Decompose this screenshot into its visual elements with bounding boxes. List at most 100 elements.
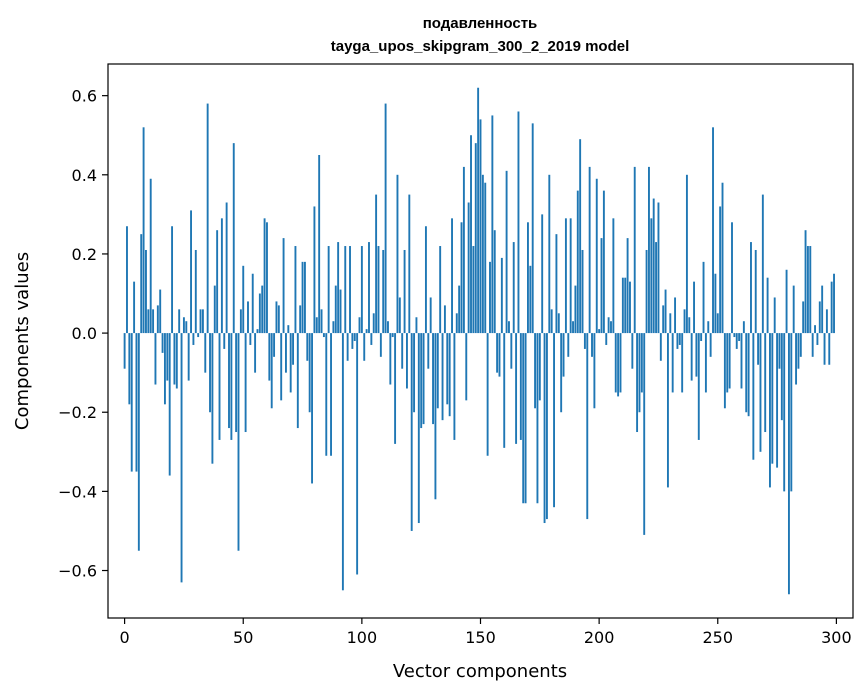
- bar-218: [640, 333, 643, 393]
- bar-25: [182, 317, 185, 334]
- bar-73: [296, 333, 299, 429]
- bar-158: [498, 333, 501, 377]
- x-axis-label: Vector components: [393, 661, 567, 682]
- bar-124: [417, 333, 420, 524]
- bar-265: [752, 333, 755, 460]
- bar-166: [517, 111, 520, 334]
- bar-48: [237, 333, 240, 551]
- bar-60: [266, 222, 268, 334]
- x-tick-label: 100: [347, 628, 378, 647]
- bar-53: [249, 333, 252, 345]
- bar-298: [830, 281, 833, 334]
- bar-133: [439, 246, 442, 334]
- bar-268: [759, 333, 762, 452]
- bar-238: [688, 317, 691, 334]
- bar-144: [465, 333, 468, 401]
- bar-186: [564, 218, 567, 334]
- bar-156: [493, 230, 496, 334]
- bar-241: [695, 333, 698, 377]
- bar-145: [467, 202, 470, 334]
- bar-29: [192, 333, 195, 345]
- bar-119: [406, 333, 408, 389]
- bar-155: [491, 115, 494, 334]
- bar-251: [719, 206, 722, 334]
- bar-287: [804, 230, 807, 334]
- bar-270: [764, 333, 767, 433]
- bar-190: [574, 285, 577, 334]
- bar-257: [733, 333, 736, 338]
- bar-56: [256, 329, 259, 334]
- bar-175: [538, 333, 541, 401]
- bar-222: [650, 218, 653, 334]
- bar-132: [436, 333, 439, 409]
- bar-96: [351, 333, 354, 349]
- bar-37: [211, 333, 214, 464]
- bar-283: [795, 333, 798, 385]
- bar-12: [152, 309, 155, 334]
- bar-201: [600, 238, 603, 334]
- bar-90: [337, 242, 340, 334]
- bar-223: [652, 198, 655, 334]
- bar-31: [197, 333, 200, 338]
- bar-178: [545, 333, 548, 520]
- bar-275: [776, 333, 779, 468]
- bar-234: [678, 333, 681, 345]
- bar-36: [209, 333, 211, 413]
- bar-292: [816, 333, 819, 345]
- bar-278: [783, 333, 786, 492]
- bar-261: [742, 321, 745, 334]
- bar-2: [128, 333, 131, 405]
- bar-30: [194, 249, 197, 334]
- bar-208: [617, 333, 620, 397]
- bar-209: [619, 333, 622, 393]
- bar-220: [645, 249, 648, 334]
- y-axis: −0.6 −0.4 −0.2 0.0 0.2 0.4 0.6: [58, 87, 108, 581]
- bar-286: [802, 301, 805, 334]
- bar-16: [161, 333, 164, 353]
- bar-69: [287, 325, 290, 334]
- bar-276: [778, 333, 781, 369]
- bar-221: [648, 166, 650, 334]
- bar-51: [244, 333, 247, 433]
- bar-72: [294, 246, 297, 334]
- y-tick-label: −0.6: [58, 562, 97, 581]
- bar-61: [268, 333, 271, 381]
- x-tick-label: 0: [120, 628, 130, 647]
- bar-264: [750, 242, 752, 334]
- bar-117: [401, 333, 404, 369]
- bar-142: [460, 222, 463, 334]
- y-tick-label: 0.0: [72, 324, 97, 343]
- bar-289: [809, 246, 812, 334]
- bar-99: [358, 317, 361, 334]
- bar-229: [666, 333, 669, 488]
- bar-188: [569, 218, 572, 334]
- bar-123: [415, 317, 418, 334]
- bar-143: [462, 166, 465, 334]
- x-axis: 0 50 100 150 200 250 300: [120, 618, 852, 647]
- x-tick-label: 50: [233, 628, 253, 647]
- bar-245: [704, 333, 707, 393]
- bar-267: [757, 333, 760, 365]
- bar-23: [178, 309, 181, 334]
- y-tick-label: 0.6: [72, 87, 97, 106]
- bar-296: [825, 309, 828, 334]
- bar-215: [633, 166, 636, 334]
- bar-50: [242, 265, 245, 334]
- bar-181: [553, 333, 555, 508]
- bar-266: [754, 249, 757, 334]
- bar-112: [389, 333, 392, 385]
- bar-185: [562, 333, 565, 377]
- bar-66: [280, 333, 283, 401]
- bar-89: [334, 285, 337, 334]
- bar-198: [593, 333, 596, 409]
- bar-253: [723, 333, 726, 409]
- bar-291: [814, 325, 816, 334]
- bar-135: [443, 305, 446, 334]
- bar-52: [247, 301, 249, 334]
- bar-95: [349, 246, 351, 334]
- bar-85: [325, 333, 328, 456]
- bar-109: [382, 249, 385, 334]
- bar-169: [524, 333, 527, 504]
- bar-41: [220, 218, 223, 334]
